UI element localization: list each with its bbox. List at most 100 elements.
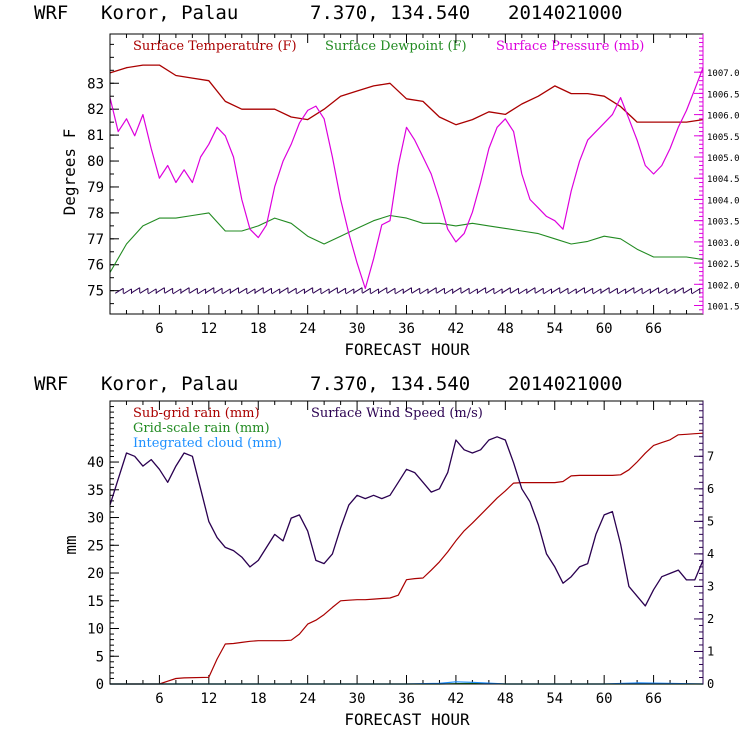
- y2-tick-label: 1006.5: [707, 90, 740, 100]
- wind-barb: [156, 287, 165, 294]
- x-tick-label: 12: [200, 691, 217, 707]
- chart1-title-model: WRF: [34, 2, 68, 24]
- legend-cloud: Integrated cloud (mm): [133, 436, 282, 451]
- y2-tick-label: 1007.0: [707, 69, 740, 79]
- wind-barb: [320, 288, 330, 295]
- wind-barb: [378, 287, 388, 294]
- chart1-series: [109, 64, 704, 290]
- x-tick-label: 12: [200, 321, 217, 337]
- chart2-legend: Sub-grid rain (mm) Grid-scale rain (mm) …: [133, 406, 483, 451]
- wind-barb: [551, 287, 561, 294]
- wind-barb: [386, 287, 396, 294]
- x-tick-label: 54: [546, 691, 563, 707]
- wind-barbs: [114, 287, 701, 295]
- y2-tick-label: 1001.5: [707, 303, 740, 313]
- x-tick-label: 30: [349, 691, 366, 707]
- x-tick-label: 6: [155, 321, 163, 337]
- surface-dewpoint-f-line: [109, 212, 704, 273]
- chart1-title-location: Koror, Palau: [101, 2, 238, 24]
- wind-barb: [543, 288, 552, 295]
- wind-barb: [666, 288, 676, 295]
- wind-barb: [345, 288, 355, 295]
- wind-barb: [493, 288, 503, 295]
- legend-grid-rain: Grid-scale rain (mm): [133, 421, 270, 436]
- chart1-ylabel: Degrees F: [60, 129, 79, 216]
- wind-barb: [296, 288, 305, 295]
- y2-tick-label: 3: [707, 579, 714, 593]
- chart2-y2-ticks: 0 1 2 3 4 5 6 7: [694, 403, 714, 691]
- wind-barb: [650, 287, 659, 294]
- wind-barb: [123, 288, 132, 295]
- wind-barb: [633, 287, 643, 294]
- y2-tick-label: 2: [707, 612, 714, 626]
- wind-barb: [271, 288, 280, 295]
- wind-barb: [230, 287, 239, 294]
- y-tick-label: 35: [87, 483, 104, 499]
- y2-tick-label: 1003.5: [707, 218, 740, 228]
- wind-barb: [304, 287, 313, 294]
- y-tick-label: 30: [87, 511, 104, 527]
- y-tick-label: 5: [96, 649, 104, 665]
- x-tick-label: 66: [645, 321, 662, 337]
- legend-temperature: Surface Temperature (F): [133, 39, 297, 54]
- wind-barb: [403, 287, 412, 294]
- x-tick-label: 6: [155, 691, 163, 707]
- wind-barb: [477, 287, 486, 294]
- wind-barb: [254, 287, 264, 294]
- legend-subgrid-rain: Sub-grid rain (mm): [133, 406, 260, 421]
- y2-tick-label: 6: [707, 482, 714, 496]
- chart2-series: [109, 432, 704, 685]
- y-tick-label: 78: [87, 206, 104, 222]
- y2-tick-label: 1005.0: [707, 154, 740, 164]
- surface-temperature-f-line: [109, 64, 704, 126]
- x-tick-label: 18: [250, 691, 267, 707]
- wind-barb: [419, 288, 429, 295]
- x-tick-label: 48: [497, 321, 514, 337]
- chart2-y-ticks: 0 5 10 15 20 25 30 35 40: [87, 400, 119, 693]
- wind-barb: [279, 287, 289, 294]
- x-tick-label: 36: [398, 691, 415, 707]
- sub-grid-rain-mm-line: [110, 432, 704, 685]
- wind-barb: [600, 287, 610, 294]
- y2-tick-label: 4: [707, 547, 714, 561]
- chart1-plot-frame: [109, 33, 704, 315]
- x-tick-label: 54: [546, 321, 563, 337]
- wind-barb: [287, 287, 297, 294]
- wind-barb: [205, 287, 215, 294]
- chart1-title-init: 2014021000: [508, 2, 622, 24]
- y-tick-label: 25: [87, 538, 104, 554]
- x-tick-label: 24: [299, 321, 316, 337]
- chart2-ylabel: mm: [61, 535, 80, 554]
- y-tick-label: 15: [87, 594, 104, 610]
- wind-barb: [147, 288, 157, 295]
- x-tick-label: 48: [497, 691, 514, 707]
- legend-wind-speed: Surface Wind Speed (m/s): [311, 406, 483, 421]
- y-tick-label: 80: [87, 154, 104, 170]
- wind-barb: [114, 287, 124, 294]
- wind-barb: [526, 287, 536, 294]
- wind-barb: [510, 287, 519, 294]
- chart2-title-coords: 7.370, 134.540: [310, 373, 470, 395]
- y-tick-label: 20: [87, 566, 104, 582]
- wind-barb: [642, 288, 651, 295]
- wind-barb: [460, 287, 470, 294]
- x-tick-label: 42: [447, 321, 464, 337]
- wind-barb: [329, 287, 338, 294]
- x-tick-label: 18: [250, 321, 267, 337]
- y2-tick-label: 1006.0: [707, 112, 740, 122]
- wind-barb: [411, 287, 421, 294]
- x-tick-label: 24: [299, 691, 316, 707]
- x-tick-label: 60: [596, 321, 613, 337]
- wind-barb: [683, 287, 692, 294]
- y-tick-label: 81: [87, 128, 104, 144]
- wind-barb: [518, 288, 528, 295]
- y2-tick-label: 1: [707, 644, 714, 658]
- wind-barb: [469, 288, 478, 295]
- y-tick-label: 82: [87, 102, 104, 118]
- wind-barb: [394, 288, 404, 295]
- chart2-title-location: Koror, Palau: [101, 373, 238, 395]
- y-tick-label: 83: [87, 76, 104, 92]
- wind-barb: [617, 288, 626, 295]
- wind-barb: [535, 287, 544, 294]
- wind-barb: [263, 287, 272, 294]
